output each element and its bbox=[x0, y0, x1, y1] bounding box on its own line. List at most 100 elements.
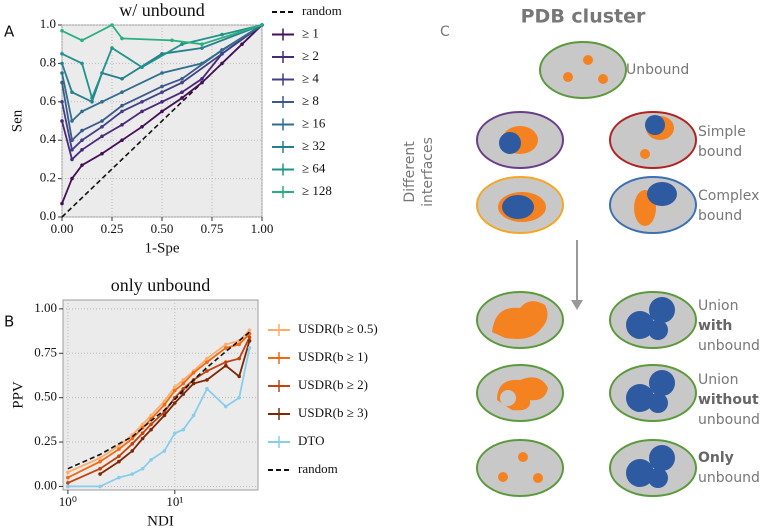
point bbox=[180, 80, 184, 85]
point bbox=[66, 470, 70, 475]
label-line: Simple bbox=[698, 124, 746, 140]
point bbox=[130, 449, 135, 453]
point bbox=[80, 138, 84, 142]
point bbox=[220, 32, 224, 37]
legend-label: ≥ 64 bbox=[302, 160, 326, 175]
point bbox=[200, 61, 204, 66]
label-line: bound bbox=[698, 144, 742, 160]
blob bbox=[499, 132, 521, 154]
legend-label: USDR(b ≥ 1) bbox=[298, 349, 368, 364]
x-tick-label: 0.50 bbox=[151, 221, 174, 236]
legend-label: USDR(b ≥ 3) bbox=[298, 405, 368, 420]
blob bbox=[626, 311, 654, 339]
label: Union with unbound bbox=[698, 298, 760, 354]
blob bbox=[533, 473, 543, 483]
legend-label: ≥ 2 bbox=[302, 48, 319, 63]
point bbox=[117, 459, 121, 464]
point bbox=[200, 42, 204, 46]
y-tick-label: 0.50 bbox=[34, 389, 57, 404]
legend-label: random bbox=[298, 461, 338, 476]
point bbox=[160, 100, 164, 104]
point bbox=[140, 436, 145, 441]
point bbox=[160, 84, 164, 89]
point bbox=[237, 374, 241, 379]
point bbox=[117, 447, 121, 451]
blob bbox=[518, 452, 528, 462]
point bbox=[60, 52, 64, 56]
point bbox=[90, 100, 94, 104]
y-tick-label: 0.00 bbox=[34, 477, 57, 492]
y-tick-label: 0.8 bbox=[40, 54, 56, 69]
point bbox=[140, 100, 144, 104]
y-axis-label: PPV bbox=[10, 381, 26, 409]
point bbox=[220, 52, 224, 56]
point bbox=[70, 148, 74, 152]
point bbox=[80, 38, 84, 43]
series-line bbox=[67, 347, 251, 488]
point bbox=[120, 36, 124, 41]
panel-title: PDB cluster bbox=[521, 6, 646, 28]
point bbox=[130, 436, 135, 441]
point bbox=[181, 386, 186, 391]
point bbox=[200, 46, 204, 50]
series-line bbox=[61, 24, 263, 101]
point bbox=[90, 96, 94, 100]
series-line bbox=[61, 24, 263, 218]
point bbox=[100, 119, 104, 123]
y-tick-label: 1.00 bbox=[34, 300, 57, 315]
label-line: unbound bbox=[698, 470, 760, 486]
series-line bbox=[67, 333, 251, 479]
point bbox=[224, 363, 228, 368]
y-axis-label: Sen bbox=[9, 109, 25, 132]
blob bbox=[500, 390, 516, 406]
point bbox=[100, 151, 104, 156]
point bbox=[80, 109, 84, 114]
legend-label: ≥ 8 bbox=[302, 93, 319, 108]
point bbox=[80, 163, 84, 167]
series-line bbox=[67, 329, 251, 474]
side-label: Different interfaces bbox=[402, 137, 436, 207]
point bbox=[173, 385, 177, 389]
point bbox=[60, 100, 64, 104]
point bbox=[120, 76, 124, 81]
label-line: unbound bbox=[698, 412, 760, 428]
point bbox=[70, 90, 74, 94]
blob bbox=[598, 74, 608, 84]
point bbox=[140, 422, 145, 427]
legend-label: USDR(b ≥ 0.5) bbox=[298, 321, 378, 336]
blob bbox=[563, 72, 573, 82]
blob bbox=[648, 468, 668, 488]
point bbox=[181, 392, 186, 396]
chart-title: only unbound bbox=[111, 275, 211, 295]
series-line bbox=[67, 331, 251, 470]
blob bbox=[498, 472, 508, 482]
point bbox=[100, 100, 104, 104]
blob bbox=[626, 384, 654, 412]
point bbox=[247, 335, 252, 340]
side-label-line: Different bbox=[402, 141, 418, 203]
blob bbox=[649, 445, 675, 471]
point bbox=[162, 449, 167, 453]
blob bbox=[648, 393, 668, 413]
point bbox=[149, 458, 153, 462]
point bbox=[80, 148, 84, 152]
point bbox=[70, 138, 74, 142]
x-tick-label: 0.25 bbox=[101, 221, 124, 236]
point bbox=[180, 96, 184, 100]
point bbox=[240, 42, 244, 46]
point bbox=[220, 61, 224, 66]
point bbox=[160, 109, 164, 114]
blob bbox=[626, 459, 654, 487]
chart-title: w/ unbound bbox=[119, 0, 205, 20]
y-tick-label: 0.6 bbox=[40, 93, 57, 108]
label: Unbound bbox=[626, 62, 689, 78]
point bbox=[247, 346, 252, 350]
series-line bbox=[61, 24, 263, 204]
point bbox=[98, 456, 102, 460]
blob bbox=[647, 182, 677, 206]
y-tick-label: 0.2 bbox=[40, 170, 56, 185]
x-tick-label: 0.00 bbox=[51, 221, 74, 236]
x-axis-label: NDI bbox=[147, 513, 174, 529]
point bbox=[140, 124, 144, 129]
